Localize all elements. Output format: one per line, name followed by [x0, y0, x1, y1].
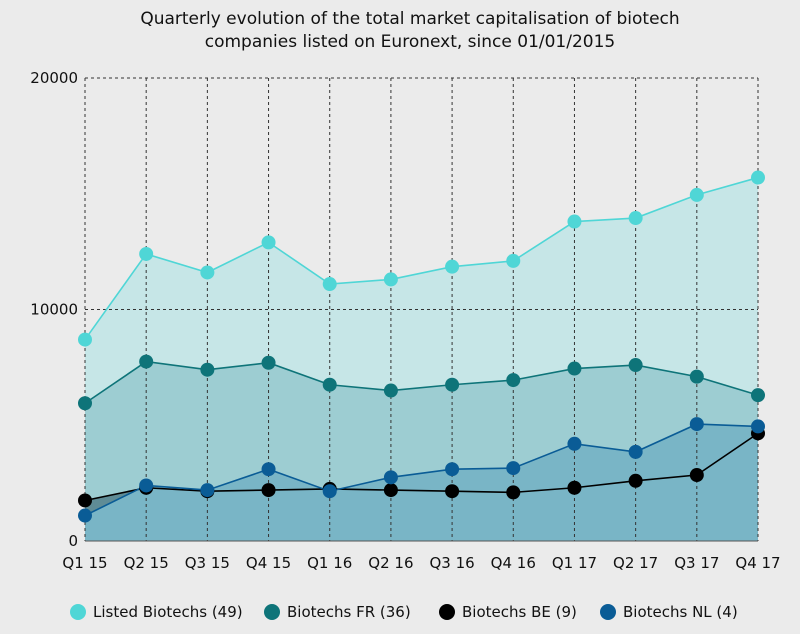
point-biotechs-be [628, 473, 643, 488]
point-listed-biotechs [751, 170, 765, 185]
point-biotechs-be [261, 483, 276, 498]
point-biotechs-be [506, 485, 521, 500]
point-biotechs-be [445, 484, 460, 499]
line-biotechs-fr [84, 360, 759, 404]
line-biotechs-be [84, 432, 759, 502]
chart-title-line-2: companies listed on Euronext, since 01/0… [205, 32, 615, 52]
point-listed-biotechs [689, 187, 704, 202]
point-biotechs-fr [200, 362, 215, 377]
point-biotechs-fr [628, 358, 643, 373]
point-listed-biotechs [139, 246, 154, 261]
x-axis: Q1 15 Q2 15 Q3 15 Q4 15 Q1 16 Q2 16 Q3 16 Q4 16… [62, 554, 780, 572]
y-tick-label: 20000 [30, 69, 78, 87]
legend-label-biotechs-be: Biotechs BE (9) [462, 603, 577, 621]
point-listed-biotechs [261, 235, 276, 250]
area-biotechs-nl [85, 424, 758, 541]
series-points [78, 170, 765, 523]
point-biotechs-be [689, 468, 704, 483]
point-biotechs-be [383, 483, 398, 498]
point-listed-biotechs [200, 265, 215, 280]
point-biotechs-fr [383, 383, 398, 398]
y-axis: 0 10000 20000 [30, 69, 78, 550]
legend: Listed Biotechs (49) Biotechs FR (36) Biot… [70, 603, 738, 621]
point-biotechs-nl [567, 436, 582, 451]
point-biotechs-fr [445, 377, 460, 392]
y-tick-label: 10000 [30, 301, 78, 319]
x-tick-label: Q1 16 [307, 554, 352, 572]
point-biotechs-fr [261, 355, 276, 370]
legend-label-biotechs-fr: Biotechs FR (36) [287, 603, 411, 621]
point-biotechs-nl [689, 417, 704, 432]
point-biotechs-nl [261, 462, 276, 477]
point-biotechs-nl [445, 462, 460, 477]
x-tick-label: Q2 16 [368, 554, 413, 572]
point-biotechs-fr [567, 361, 582, 376]
legend-label-listed-biotechs: Listed Biotechs (49) [93, 603, 243, 621]
x-tick-label: Q4 16 [491, 554, 536, 572]
point-biotechs-fr [506, 373, 521, 388]
x-tick-label: Q3 15 [185, 554, 230, 572]
x-tick-label: Q4 15 [246, 554, 291, 572]
line-listed-biotechs [84, 176, 759, 341]
point-biotechs-fr [139, 354, 154, 369]
legend-swatch-biotechs-nl [600, 604, 616, 620]
point-listed-biotechs [383, 272, 398, 287]
point-biotechs-fr [78, 396, 92, 411]
y-tick-label: 0 [68, 532, 78, 550]
x-tick-label: Q1 15 [62, 554, 107, 572]
legend-label-biotechs-nl: Biotechs NL (4) [623, 603, 738, 621]
point-listed-biotechs [567, 214, 582, 229]
x-tick-label: Q2 15 [124, 554, 169, 572]
point-listed-biotechs [445, 259, 460, 274]
chart-title-line-1: Quarterly evolution of the total market … [140, 9, 679, 29]
point-biotechs-nl [78, 508, 92, 523]
point-listed-biotechs [78, 332, 92, 347]
point-biotechs-nl [628, 444, 643, 459]
point-listed-biotechs [506, 253, 521, 268]
point-biotechs-fr [689, 369, 704, 384]
point-listed-biotechs [628, 211, 643, 226]
x-tick-label: Q1 17 [552, 554, 597, 572]
line-biotechs-nl [84, 423, 759, 517]
point-biotechs-nl [383, 470, 398, 485]
point-biotechs-nl [322, 484, 337, 499]
legend-swatch-listed-biotechs [70, 604, 86, 620]
x-tick-label: Q3 17 [674, 554, 719, 572]
area-fills [85, 177, 758, 542]
point-listed-biotechs [322, 277, 337, 292]
series-lines [84, 176, 759, 517]
point-biotechs-be [567, 480, 582, 495]
point-biotechs-nl [200, 483, 215, 498]
x-tick-label: Q2 17 [613, 554, 658, 572]
x-tick-label: Q3 16 [429, 554, 474, 572]
legend-swatch-biotechs-be [439, 604, 455, 620]
legend-swatch-biotechs-fr [264, 604, 280, 620]
point-biotechs-nl [751, 419, 765, 434]
point-biotechs-fr [751, 388, 765, 403]
point-biotechs-nl [506, 461, 521, 476]
point-biotechs-nl [139, 478, 154, 493]
point-biotechs-be [78, 493, 92, 508]
point-biotechs-fr [322, 377, 337, 392]
x-tick-label: Q4 17 [735, 554, 780, 572]
chart-title: Quarterly evolution of the total market … [140, 9, 679, 52]
